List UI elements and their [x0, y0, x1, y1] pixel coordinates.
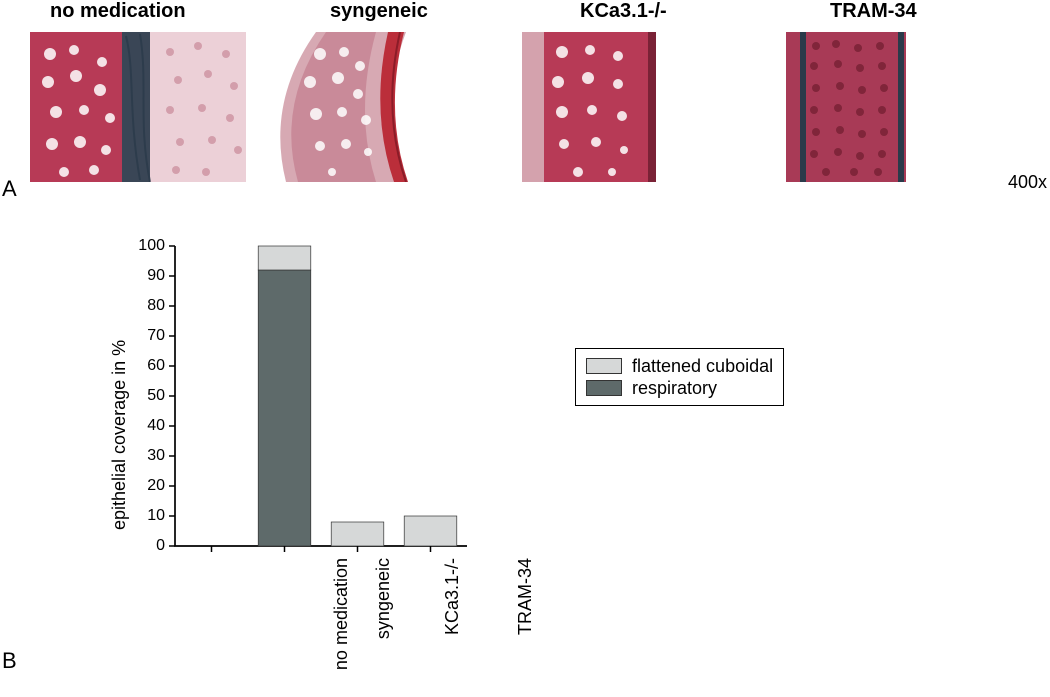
histology-no-medication [30, 32, 246, 182]
ytick-label: 100 [115, 237, 165, 255]
legend-swatch-flattened [586, 358, 622, 374]
ytick-label: 80 [115, 297, 165, 315]
legend-swatch-respiratory [586, 380, 622, 396]
header-syngeneic: syngeneic [330, 0, 428, 23]
xtick-label: TRAM-34 [515, 558, 536, 635]
ytick-label: 0 [115, 537, 165, 555]
xtick-label: syngeneic [373, 558, 394, 639]
xtick-label: KCa3.1-/- [442, 558, 463, 635]
chart-wrap: 0102030405060708090100 epithelial covera… [115, 240, 1035, 670]
legend-label-flattened: flattened cuboidal [632, 356, 773, 377]
panel-a-label: A [2, 176, 17, 202]
legend: flattened cuboidal respiratory [575, 348, 784, 406]
histology-kca31 [522, 32, 738, 182]
header-no-medication: no medication [50, 0, 186, 23]
ytick-label: 90 [115, 267, 165, 285]
legend-label-respiratory: respiratory [632, 378, 717, 399]
headers-row: no medication syngeneic KCa3.1-/- TRAM-3… [0, 0, 1050, 25]
legend-item-respiratory: respiratory [586, 377, 773, 399]
legend-item-flattened: flattened cuboidal [586, 355, 773, 377]
histology-row [30, 32, 1040, 190]
panel-b-label: B [2, 648, 17, 674]
y-axis-label: epithelial coverage in % [109, 340, 130, 530]
header-tram34: TRAM-34 [830, 0, 917, 23]
figure-page: no medication syngeneic KCa3.1-/- TRAM-3… [0, 0, 1050, 697]
bar-chart [115, 240, 1035, 670]
histology-tram34 [786, 32, 1002, 182]
histology-syngeneic [276, 32, 492, 182]
magnification-label: 400x [1008, 172, 1047, 193]
header-kca31: KCa3.1-/- [580, 0, 667, 23]
xtick-label: no medication [331, 558, 352, 670]
